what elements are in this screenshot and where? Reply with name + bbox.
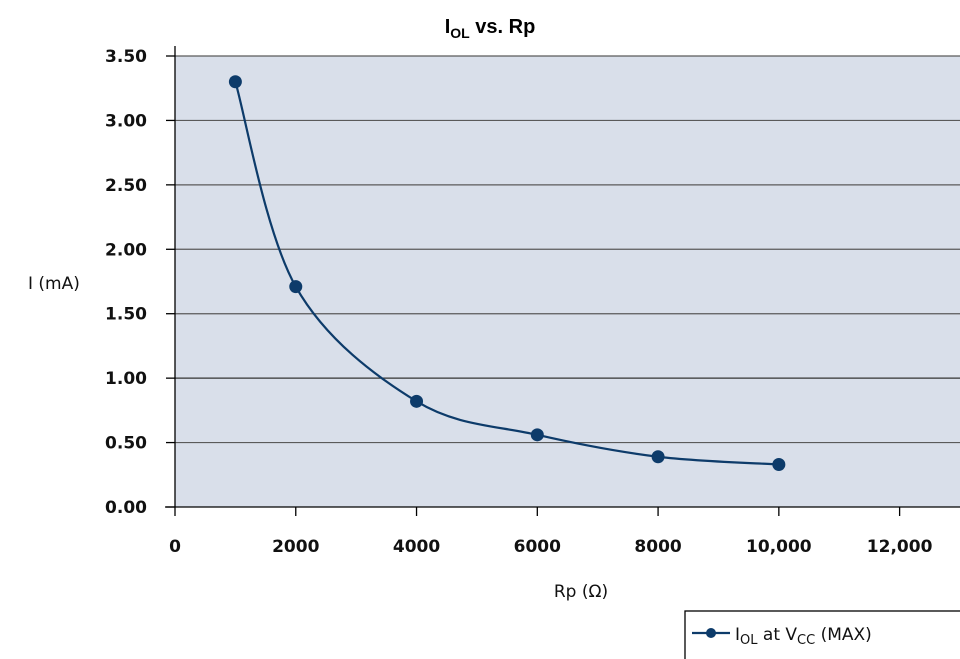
y-tick-label-6: 3.00 [105,111,147,131]
data-point-0 [228,75,242,89]
data-point-1 [289,280,303,294]
x-tick-label-3: 6000 [514,537,561,557]
y-tick-label-3: 1.50 [105,305,147,325]
data-point-5 [772,457,786,471]
y-ticks: 0.00 0.50 1.00 1.50 2.00 2.50 3.00 3.50 [105,47,175,518]
gridlines [175,55,960,444]
data-point-2 [410,394,424,408]
legend-marker-icon [706,628,716,638]
x-ticks: 0 2000 4000 6000 8000 10,000 12,000 [169,507,933,557]
x-tick-label-5: 10,000 [746,537,812,557]
y-tick-label-4: 2.00 [105,240,147,260]
plot-area [175,56,960,507]
legend-box [684,610,960,659]
y-tick-label-2: 1.00 [105,369,147,389]
x-tick-label-6: 12,000 [867,537,933,557]
x-tick-label-1: 2000 [272,537,319,557]
chart-title: IOL vs. Rp [445,16,536,41]
data-point-4 [651,450,665,464]
series-points [228,75,786,471]
x-tick-label-2: 4000 [393,537,440,557]
x-tick-label-4: 8000 [634,537,681,557]
x-axis-label: Rp (Ω) [554,582,608,602]
y-tick-label-5: 2.50 [105,176,147,196]
data-point-3 [530,428,544,442]
legend: IOL at VCC (MAX) [684,610,960,659]
x-tick-label-0: 0 [169,537,181,557]
y-tick-label-0: 0.00 [105,498,147,518]
legend-entry: IOL at VCC (MAX) [735,625,872,648]
y-tick-label-7: 3.50 [105,47,147,67]
y-axis-label: I (mA) [28,274,80,294]
y-tick-label-1: 0.50 [105,434,147,454]
